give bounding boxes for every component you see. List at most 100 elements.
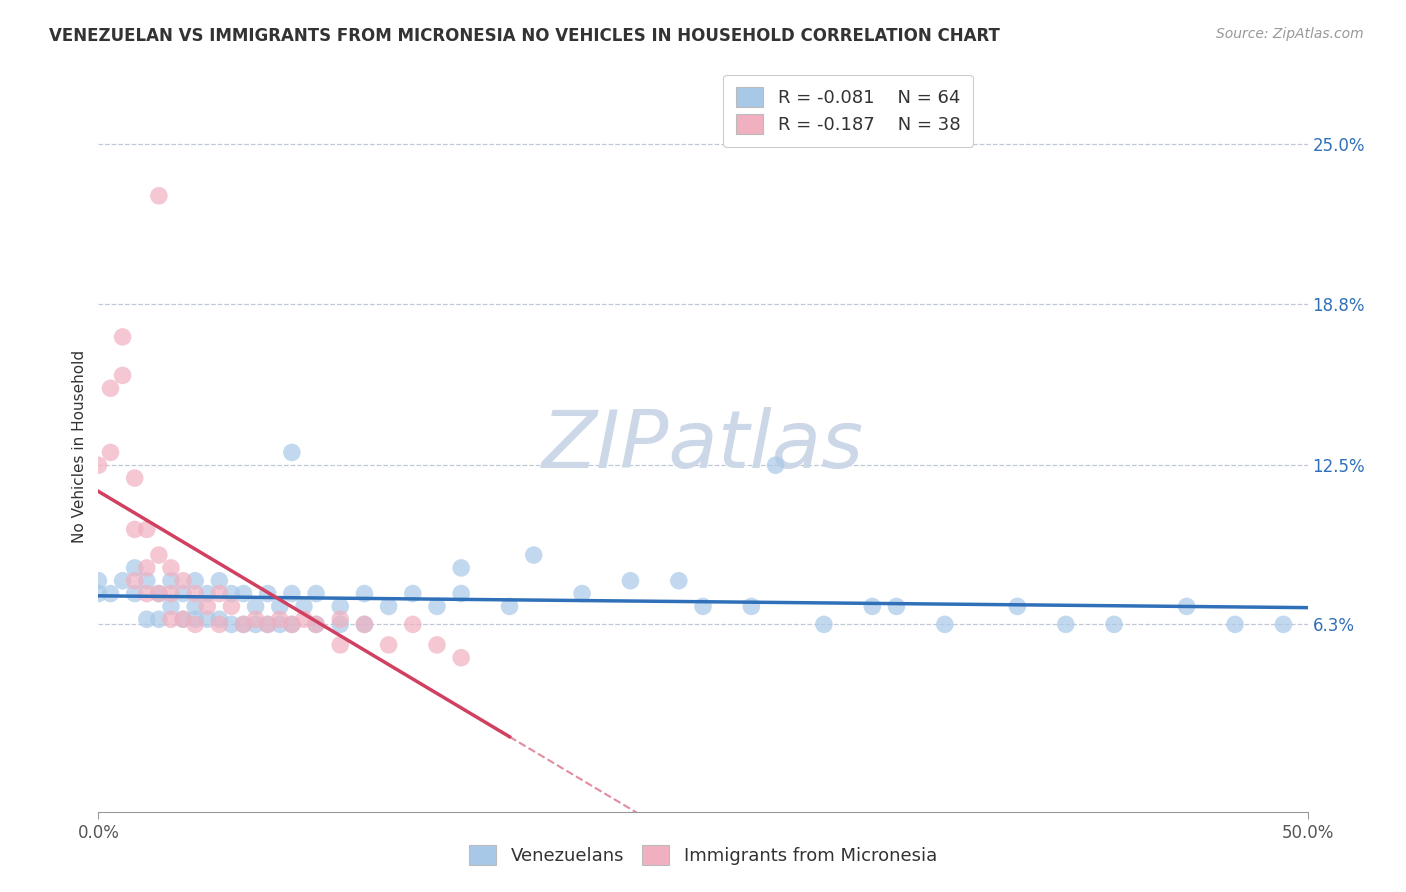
Point [232, 586, 254, 600]
Point [450, 561, 472, 575]
Point [148, 612, 170, 626]
Point [292, 612, 315, 626]
Point [111, 330, 134, 344]
Point [111, 574, 134, 588]
Point [111, 368, 134, 383]
Point [329, 612, 352, 626]
Text: Source: ZipAtlas.com: Source: ZipAtlas.com [1216, 27, 1364, 41]
Point [1223, 617, 1246, 632]
Point [124, 561, 146, 575]
Point [269, 599, 291, 614]
Point [100, 586, 122, 600]
Point [377, 599, 399, 614]
Point [353, 617, 375, 632]
Point [135, 523, 157, 537]
Legend: Venezuelans, Immigrants from Micronesia: Venezuelans, Immigrants from Micronesia [460, 836, 946, 874]
Point [160, 586, 183, 600]
Point [184, 612, 207, 626]
Point [148, 586, 170, 600]
Point [135, 612, 157, 626]
Point [172, 612, 194, 626]
Point [221, 586, 243, 600]
Point [353, 617, 375, 632]
Point [305, 617, 328, 632]
Point [256, 617, 278, 632]
Point [135, 574, 157, 588]
Point [305, 617, 328, 632]
Point [195, 599, 218, 614]
Point [269, 612, 291, 626]
Point [245, 612, 267, 626]
Point [124, 523, 146, 537]
Point [353, 586, 375, 600]
Point [329, 599, 352, 614]
Point [124, 471, 146, 485]
Point [87, 574, 110, 588]
Point [1007, 599, 1029, 614]
Point [160, 599, 183, 614]
Point [281, 617, 304, 632]
Point [377, 638, 399, 652]
Point [619, 574, 641, 588]
Point [1175, 599, 1198, 614]
Point [221, 599, 243, 614]
Point [450, 586, 472, 600]
Point [221, 617, 243, 632]
Point [148, 188, 170, 202]
Point [195, 612, 218, 626]
Point [160, 574, 183, 588]
Point [886, 599, 908, 614]
Point [1272, 617, 1295, 632]
Text: VENEZUELAN VS IMMIGRANTS FROM MICRONESIA NO VEHICLES IN HOUSEHOLD CORRELATION CH: VENEZUELAN VS IMMIGRANTS FROM MICRONESIA… [49, 27, 1000, 45]
Point [245, 599, 267, 614]
Point [184, 617, 207, 632]
Point [1054, 617, 1077, 632]
Point [498, 599, 520, 614]
Point [172, 586, 194, 600]
Point [160, 612, 183, 626]
Point [426, 599, 449, 614]
Text: ZIPatlas: ZIPatlas [541, 407, 865, 485]
Point [184, 599, 207, 614]
Point [692, 599, 714, 614]
Point [402, 586, 425, 600]
Point [426, 638, 449, 652]
Point [813, 617, 835, 632]
Point [245, 617, 267, 632]
Point [232, 617, 254, 632]
Point [87, 586, 110, 600]
Point [148, 586, 170, 600]
Point [765, 458, 787, 473]
Point [269, 617, 291, 632]
Point [571, 586, 593, 600]
Point [100, 381, 122, 395]
Point [232, 617, 254, 632]
Point [160, 561, 183, 575]
Point [329, 617, 352, 632]
Point [860, 599, 883, 614]
Point [100, 445, 122, 459]
Point [124, 586, 146, 600]
Point [281, 586, 304, 600]
Point [87, 458, 110, 473]
Point [1102, 617, 1125, 632]
Legend: R = -0.081    N = 64, R = -0.187    N = 38: R = -0.081 N = 64, R = -0.187 N = 38 [723, 75, 973, 147]
Point [148, 548, 170, 562]
Point [668, 574, 690, 588]
Point [292, 599, 315, 614]
Y-axis label: No Vehicles in Household: No Vehicles in Household [72, 350, 87, 542]
Point [934, 617, 956, 632]
Point [135, 586, 157, 600]
Point [256, 586, 278, 600]
Point [305, 586, 328, 600]
Point [281, 445, 304, 459]
Point [124, 574, 146, 588]
Point [281, 617, 304, 632]
Point [208, 612, 231, 626]
Point [195, 586, 218, 600]
Point [402, 617, 425, 632]
Point [740, 599, 762, 614]
Point [184, 574, 207, 588]
Point [172, 574, 194, 588]
Point [329, 638, 352, 652]
